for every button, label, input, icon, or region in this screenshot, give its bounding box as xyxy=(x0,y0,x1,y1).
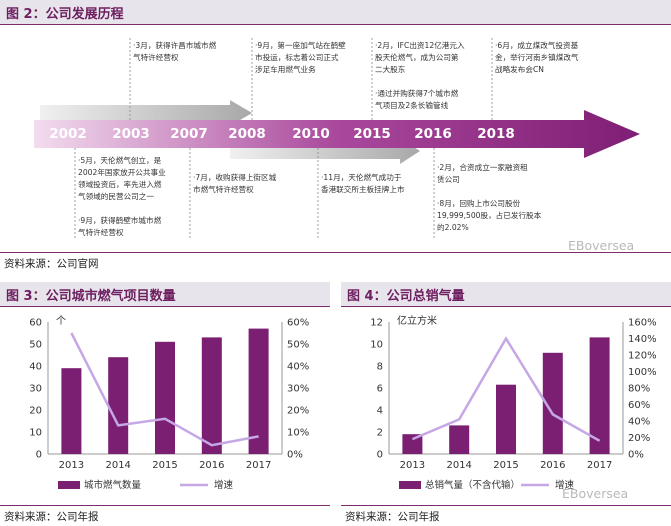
year-2018: 2018 xyxy=(477,126,515,142)
fig3-y-tick-label: 0 xyxy=(36,450,42,461)
timeline-graphic xyxy=(34,38,640,240)
year-2015: 2015 xyxy=(353,126,391,142)
fig4-legend-bar-swatch xyxy=(399,481,421,489)
fig4-y-tick-label: 0 xyxy=(377,450,383,461)
fig4-y-tick-label: 4 xyxy=(377,406,383,417)
chart-total-gas-sales: 0246810120%20%40%60%80%100%120%140%160%亿… xyxy=(370,314,657,491)
timeline-note-2007: ·7月，收购获得上街区城 市燃气特许经营权 xyxy=(193,173,277,194)
fig4-y-tick-label: 10 xyxy=(370,340,383,351)
fig4-watermark: EBoversea xyxy=(562,486,629,501)
fig3-y-tick-label: 20 xyxy=(29,406,42,417)
fig4-y-tick-label: 2 xyxy=(377,428,383,439)
fig3-bottom-rule xyxy=(0,505,330,506)
timeline-note-2015: ·2月，IFC出资12亿港元入 股天伦燃气，成为公司第 二大股东 ·通过并购获得… xyxy=(375,41,465,110)
fig3-legend-line-label: 增速 xyxy=(214,479,234,491)
fig3-y2-tick-label: 40% xyxy=(287,362,309,373)
fig2-bottom-rule xyxy=(0,252,671,253)
fig3-x-tick-label: 2016 xyxy=(199,460,224,471)
fig4-legend-bar-label: 总销气量（不含代输） xyxy=(425,479,520,491)
fig3-bar xyxy=(248,328,269,454)
fig4-header: 图 4：公司总销气量 xyxy=(341,282,671,307)
fig4-bar xyxy=(449,425,470,454)
fig3-y-tick-label: 50 xyxy=(29,340,42,351)
fig2-header: 图 2：公司发展历程 xyxy=(0,0,671,25)
fig4-x-tick-label: 2017 xyxy=(587,460,612,471)
fig4-bar xyxy=(589,337,610,454)
timeline-shadow-arrow-1 xyxy=(40,100,252,126)
timeline-note-2002: ·5月，天伦燃气创立，是 2002年国家放开公共事业 领域投资后，率先进入燃 气… xyxy=(78,156,166,237)
fig4-y2-tick-label: 40% xyxy=(628,417,650,428)
fig3-y2-tick-label: 20% xyxy=(287,406,309,417)
fig3-y-tick-label: 40 xyxy=(29,362,42,373)
fig4-unit-label: 亿立方米 xyxy=(397,314,437,327)
fig4-legend-line-label: 增速 xyxy=(555,479,575,491)
fig4-y2-tick-label: 120% xyxy=(628,351,657,362)
fig3-source: 资料来源：公司年报 xyxy=(4,511,99,523)
timeline-note-2010: ·11月，天伦燃气成功于 香港联交所主板挂牌上市 xyxy=(321,173,405,194)
fig2-title: 图 2：公司发展历程 xyxy=(6,7,124,22)
fig4-x-tick-label: 2014 xyxy=(446,460,471,471)
fig2-source: 资料来源：公司官网 xyxy=(4,258,99,270)
fig3-bar xyxy=(155,341,175,454)
timeline-main-arrow xyxy=(34,110,640,158)
timeline-note-2016: ·2月，合资成立一家融资租 赁公司 ·8月，回购上市公司股份 19,999,50… xyxy=(437,163,542,232)
fig4-source: 资料来源：公司年报 xyxy=(345,511,440,523)
fig3-bar xyxy=(61,368,82,454)
fig3-x-tick-label: 2013 xyxy=(59,460,84,471)
fig3-y2-tick-label: 50% xyxy=(287,340,309,351)
fig3-bar xyxy=(201,337,222,454)
fig4-x-tick-label: 2013 xyxy=(400,460,425,471)
fig3-legend-bar-swatch xyxy=(58,481,80,489)
fig4-y2-tick-label: 80% xyxy=(628,384,650,395)
fig4-y2-tick-label: 160% xyxy=(628,318,657,329)
fig4-y-tick-label: 12 xyxy=(370,318,383,329)
fig3-y-tick-label: 10 xyxy=(29,428,42,439)
fig3-y2-tick-label: 60% xyxy=(287,318,309,329)
year-2007: 2007 xyxy=(170,126,208,142)
fig4-y2-tick-label: 20% xyxy=(628,433,650,444)
year-2003: 2003 xyxy=(112,126,150,142)
fig4-bar xyxy=(542,352,563,454)
timeline-note-2008: ·9月，第一座加气站在鹤壁 市投运，标志着公司正式 涉足车用燃气业务 xyxy=(255,41,346,74)
chart-city-gas-projects: 0 10 20 30 40 50 60 0% 10% 20% 30% 40% 50% 60% 个 2013 20… xyxy=(29,315,309,491)
fig3-x-tick-label: 2014 xyxy=(105,460,130,471)
fig4-bar xyxy=(496,384,516,454)
fig3-y2-tick-label: 0% xyxy=(287,450,303,461)
fig4-y2-tick-label: 60% xyxy=(628,400,650,411)
fig4-y2-tick-label: 100% xyxy=(628,367,657,378)
fig3-growth-line xyxy=(70,332,259,447)
year-2016: 2016 xyxy=(414,126,452,142)
fig4-y2-tick-label: 0% xyxy=(628,450,644,461)
fig4-growth-line xyxy=(411,336,601,442)
fig2-watermark: EBoversea xyxy=(568,238,635,253)
timeline-note-2003: ·3月，获得许昌市城市燃 气特许经营权 xyxy=(133,41,217,62)
year-2002: 2002 xyxy=(49,126,87,142)
fig3-y-tick-label: 30 xyxy=(29,384,42,395)
fig3-bar xyxy=(108,357,129,454)
fig3-x-tick-label: 2015 xyxy=(152,460,177,471)
fig4-bar xyxy=(402,434,423,454)
fig3-y-tick-label: 60 xyxy=(29,318,42,329)
year-2008: 2008 xyxy=(228,126,266,142)
fig3-title: 图 3：公司城市燃气项目数量 xyxy=(6,289,176,304)
fig3-y2-tick-label: 30% xyxy=(287,384,309,395)
fig4-y-tick-label: 8 xyxy=(377,362,383,373)
fig4-x-tick-label: 2015 xyxy=(493,460,518,471)
fig3-y2-tick-label: 10% xyxy=(287,428,309,439)
fig4-x-tick-label: 2016 xyxy=(540,460,565,471)
fig3-legend-bar-label: 城市燃气数量 xyxy=(84,479,142,491)
fig4-title: 图 4：公司总销气量 xyxy=(347,289,465,304)
timeline-note-2018: ·6月，成立煤改气投资基 金，举行河南乡镇煤改气 战略发布会CN xyxy=(495,41,579,74)
fig3-header: 图 3：公司城市燃气项目数量 xyxy=(0,282,330,307)
fig4-y2-tick-label: 140% xyxy=(628,334,657,345)
fig3-unit-label: 个 xyxy=(56,315,66,327)
fig4-bottom-rule xyxy=(341,505,671,506)
fig4-y-tick-label: 6 xyxy=(377,384,383,395)
year-2010: 2010 xyxy=(292,126,330,142)
fig3-x-tick-label: 2017 xyxy=(246,460,271,471)
